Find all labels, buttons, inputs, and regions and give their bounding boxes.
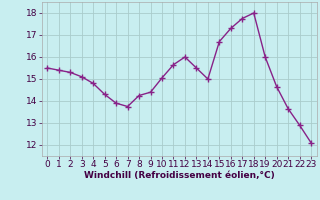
X-axis label: Windchill (Refroidissement éolien,°C): Windchill (Refroidissement éolien,°C) [84,171,275,180]
